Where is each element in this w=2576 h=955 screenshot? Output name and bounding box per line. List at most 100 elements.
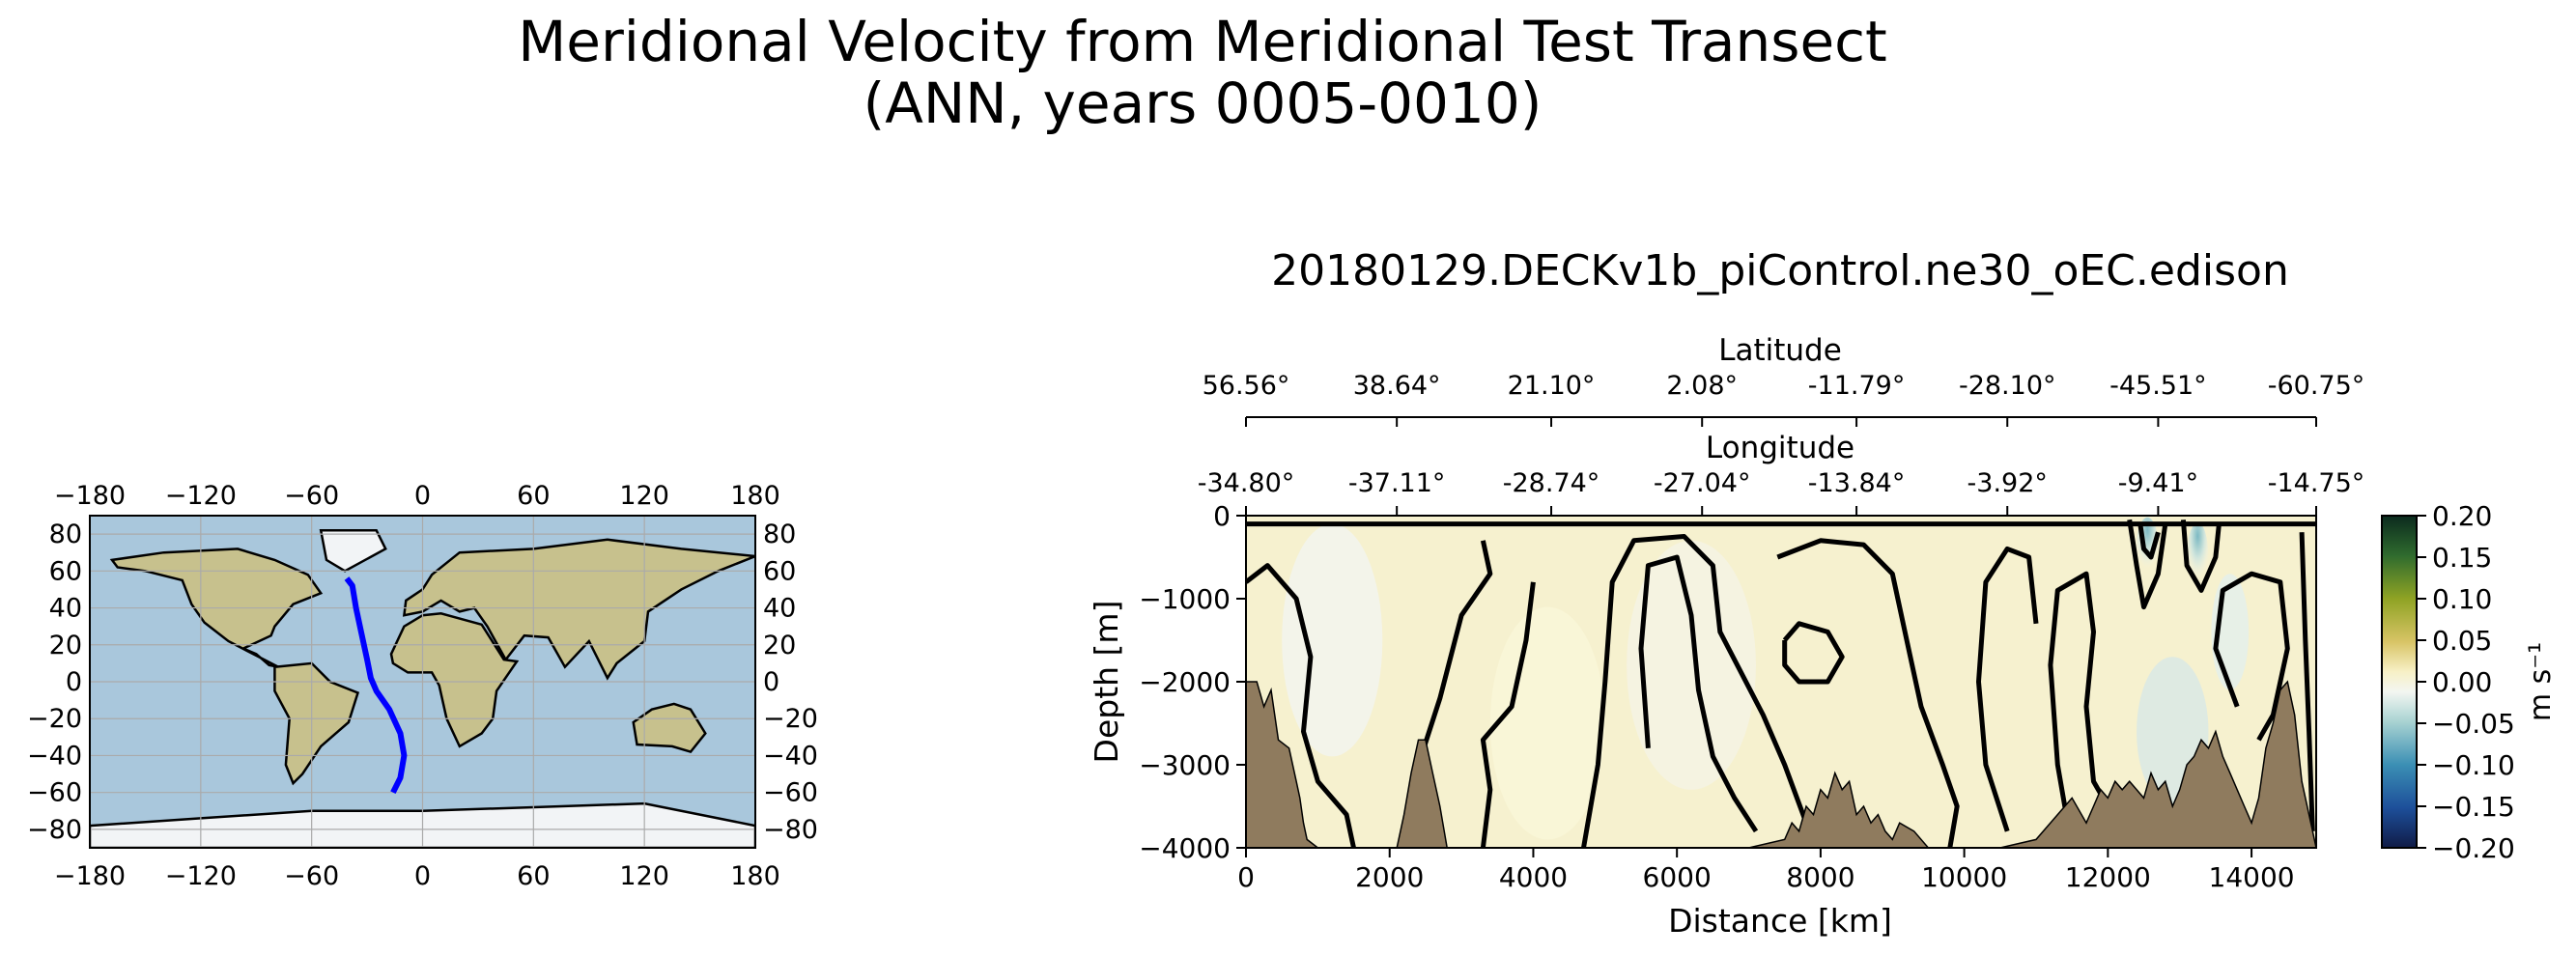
longitude-tick-label: -34.80°: [1198, 468, 1295, 498]
map-lon-tick-top: −120: [165, 481, 237, 511]
map-lat-tick-left: 40: [49, 594, 82, 624]
map-lat-tick-left: 60: [49, 556, 82, 586]
map-xticks-top: −180 −120 −60 0 60 120 180: [54, 481, 780, 511]
colorbar-tick-label: −0.15: [2432, 791, 2515, 823]
depth-tick-label: −2000: [1139, 666, 1231, 698]
map-lon-tick-bottom: 120: [619, 861, 669, 891]
contour-line: [1581, 534, 1824, 848]
colorbar-tick-label: −0.05: [2432, 708, 2515, 740]
transect-map: −180 −120 −60 0 60 120 180 −180 −120 −60 0 60 120 18…: [27, 481, 818, 891]
contour-line: [2180, 520, 2222, 593]
contour-line: [1480, 581, 1536, 848]
distance-tick-label: 14000: [2209, 861, 2295, 893]
field-patch: [1627, 540, 1756, 790]
section-title: 20180129.DECKv1b_piControl.ne30_oEC.edis…: [1271, 246, 2289, 295]
map-lat-tick-left: 80: [49, 520, 82, 549]
latitude-tick-label: -28.10°: [1959, 371, 2056, 401]
distance-tick-label: 12000: [2065, 861, 2151, 893]
longitude-tick-label: -9.41°: [2118, 468, 2198, 498]
map-lat-tick-left: −60: [27, 778, 82, 808]
depth-tick-label: −4000: [1139, 832, 1231, 864]
map-frame: [89, 515, 756, 849]
latitude-tick-label: 2.08°: [1666, 371, 1738, 401]
map-lat-tick-right: 60: [763, 556, 796, 586]
map-lon-tick-bottom: −120: [165, 861, 237, 891]
latitude-tick-label: 21.10°: [1508, 371, 1596, 401]
map-greenland: [319, 529, 387, 573]
distance-tick-label: 10000: [1921, 861, 2007, 893]
depth-tick-label: −1000: [1139, 583, 1231, 615]
distance-tick-label: 6000: [1643, 861, 1712, 893]
x-axis-label: Distance [km]: [1668, 902, 1892, 940]
longitude-tick-label: -27.04°: [1654, 468, 1751, 498]
map-lat-tick-left: −40: [27, 741, 82, 771]
contour-line: [2127, 519, 2168, 610]
map-lon-tick-top: −180: [54, 481, 126, 511]
map-lat-tick-right: −20: [763, 704, 818, 734]
map-lon-tick-top: −60: [284, 481, 339, 511]
distance-tick-label: 4000: [1499, 861, 1568, 893]
map-lat-tick-left: −80: [27, 815, 82, 845]
colorbar-tick-label: −0.20: [2432, 832, 2515, 864]
map-lon-tick-top: 180: [730, 481, 780, 511]
contour-line: [1638, 554, 1759, 833]
map-lon-tick-bottom: −60: [284, 861, 339, 891]
field-patch: [1282, 523, 1383, 757]
depth-ticks: 0 −1000 −2000 −3000 −4000: [1139, 500, 1246, 864]
map-lon-tick-top: 120: [619, 481, 669, 511]
map-lon-tick-top: 60: [517, 481, 550, 511]
contour-line: [1776, 538, 1960, 848]
map-lon-tick-top: 0: [414, 481, 431, 511]
latitude-axis-label: Latitude: [1718, 333, 1842, 368]
distance-tick-label: 0: [1237, 861, 1255, 893]
distance-ticks: 0 2000 4000 6000 8000 10000 12000 14000: [1237, 848, 2295, 893]
map-lat-tick-right: 0: [763, 667, 779, 697]
depth-tick-label: 0: [1213, 500, 1231, 532]
map-lat-tick-right: 40: [763, 594, 796, 624]
latitude-ticks: 56.56° 38.64° 21.10° 2.08° -11.79° -28.10° -45…: [1203, 371, 2365, 427]
figure-title-line1: Meridional Velocity from Meridional Test…: [518, 9, 1887, 74]
map-lat-tick-left: 20: [49, 631, 82, 660]
latitude-tick-label: -60.75°: [2268, 371, 2365, 401]
longitude-tick-label: -13.84°: [1808, 468, 1906, 498]
map-lat-tick-right: 80: [763, 520, 796, 549]
field-patch: [1489, 606, 1605, 840]
colorbar-tick-label: 0.15: [2432, 542, 2492, 574]
colorbar-tick-label: 0.20: [2432, 500, 2492, 532]
distance-tick-label: 8000: [1786, 861, 1854, 893]
map-lon-tick-bottom: 0: [414, 861, 431, 891]
contour-line: [2137, 523, 2161, 560]
longitude-tick-label: -3.92°: [1967, 468, 2048, 498]
velocity-contours: [1246, 519, 2316, 848]
map-lat-tick-left: −20: [27, 704, 82, 734]
contour-line: [1246, 563, 1356, 848]
map-transect: [344, 576, 408, 795]
longitude-tick-label: -14.75°: [2268, 468, 2365, 498]
colorbar-tick-label: 0.05: [2432, 625, 2492, 657]
map-lon-tick-bottom: −180: [54, 861, 126, 891]
map-lat-tick-right: −60: [763, 778, 818, 808]
velocity-section: 20180129.DECKv1b_piControl.ne30_oEC.edis…: [1088, 246, 2558, 940]
longitude-ticks: -34.80° -37.11° -28.74° -27.04° -13.84° -3.92…: [1198, 468, 2365, 516]
longitude-axis-label: Longitude: [1706, 431, 1854, 465]
y-axis-label: Depth [m]: [1088, 601, 1125, 764]
map-lon-tick-bottom: 180: [730, 861, 780, 891]
colorbar-tick-label: 0.00: [2432, 666, 2492, 698]
latitude-tick-label: 56.56°: [1203, 371, 1290, 401]
bathymetry: [1246, 680, 2316, 848]
map-yticks-left: 80 60 40 20 0 −20 −40 −60 −80: [27, 520, 82, 845]
distance-tick-label: 2000: [1355, 861, 1424, 893]
map-xticks-bottom: −180 −120 −60 0 60 120 180: [54, 861, 780, 891]
figure-title-line2: (ANN, years 0005-0010): [863, 70, 1543, 136]
contour-line: [2048, 571, 2110, 848]
colorbar: [2381, 515, 2418, 849]
map-lat-tick-right: 20: [763, 631, 796, 660]
longitude-tick-label: -28.74°: [1503, 468, 1600, 498]
latitude-tick-label: -45.51°: [2109, 371, 2207, 401]
map-eurasia: [402, 538, 755, 681]
map-yticks-right: 80 60 40 20 0 −20 −40 −60 −80: [763, 520, 818, 845]
map-lon-tick-bottom: 60: [517, 861, 550, 891]
map-lat-tick-left: 0: [66, 667, 82, 697]
colorbar-label: m s⁻¹: [2524, 642, 2558, 721]
